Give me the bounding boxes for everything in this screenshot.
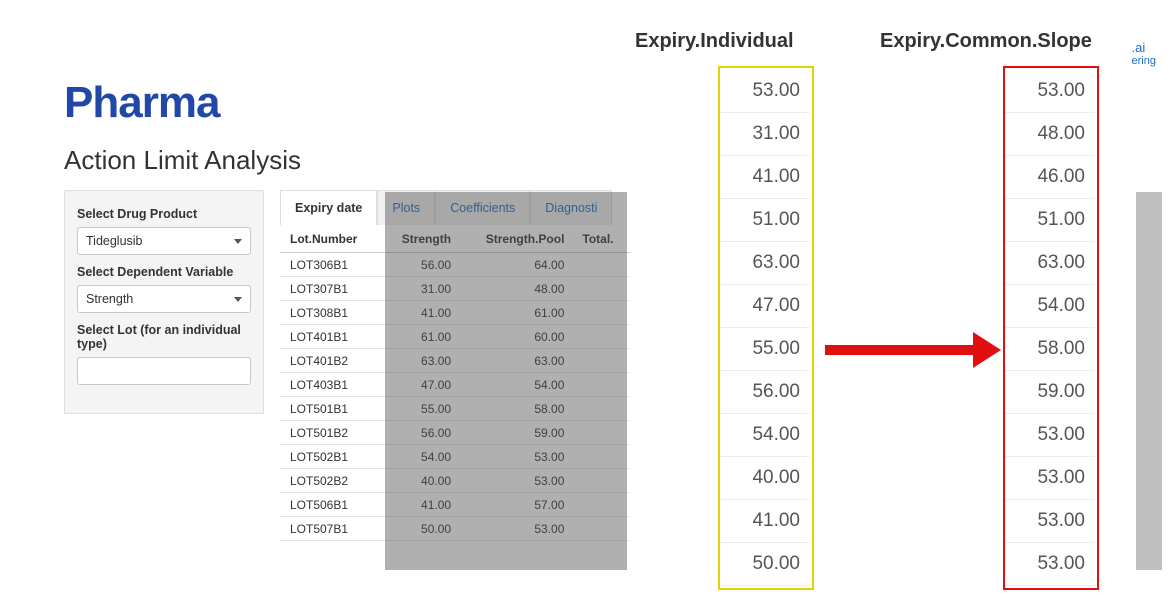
arrow-head-icon xyxy=(973,332,1001,368)
cell-total xyxy=(572,325,630,349)
depvar-select[interactable]: Strength xyxy=(77,285,251,313)
drug-product-value: Tideglusib xyxy=(86,234,143,248)
cell-strength: 40.00 xyxy=(380,469,459,493)
cell-strength-pool: 63.00 xyxy=(459,349,572,373)
chevron-down-icon xyxy=(234,239,242,244)
cell-lot: LOT506B1 xyxy=(280,493,380,517)
tab-coefficients[interactable]: Coefficients xyxy=(435,190,530,225)
chevron-down-icon xyxy=(234,297,242,302)
cell-lot: LOT501B2 xyxy=(280,421,380,445)
table-row: LOT401B263.0063.00 xyxy=(280,349,630,373)
cell-strength-pool: 54.00 xyxy=(459,373,572,397)
cell-lot: LOT401B1 xyxy=(280,325,380,349)
cell-strength: 56.00 xyxy=(380,253,459,277)
header-expiry-common-slope: Expiry.Common.Slope xyxy=(880,30,1092,53)
table-row: LOT502B154.0053.00 xyxy=(280,445,630,469)
result-tabs: Expiry date Plots Coefficients Diagnosti xyxy=(280,190,612,225)
cell-strength-pool: 53.00 xyxy=(459,445,572,469)
highlight-box-individual xyxy=(718,66,814,590)
cell-lot: LOT403B1 xyxy=(280,373,380,397)
cell-total xyxy=(572,301,630,325)
col-lot-number: Lot.Number xyxy=(280,226,380,253)
cell-total xyxy=(572,445,630,469)
col-strength-pool: Strength.Pool xyxy=(459,226,572,253)
expiry-table-wrap: Lot.Number Strength Strength.Pool Total.… xyxy=(280,226,630,541)
depvar-label: Select Dependent Variable xyxy=(77,265,251,279)
cell-total xyxy=(572,493,630,517)
cell-strength-pool: 48.00 xyxy=(459,277,572,301)
cell-strength-pool: 58.00 xyxy=(459,397,572,421)
cell-lot: LOT502B1 xyxy=(280,445,380,469)
tab-diagnostics[interactable]: Diagnosti xyxy=(530,190,612,225)
lot-label: Select Lot (for an individual type) xyxy=(77,323,251,351)
highlight-box-common xyxy=(1003,66,1099,590)
cell-lot: LOT501B1 xyxy=(280,397,380,421)
cell-strength-pool: 57.00 xyxy=(459,493,572,517)
cell-total xyxy=(572,469,630,493)
cell-strength: 54.00 xyxy=(380,445,459,469)
cell-total xyxy=(572,517,630,541)
corner-branding: .ai ering xyxy=(1132,40,1156,67)
cell-strength: 31.00 xyxy=(380,277,459,301)
filter-sidebar: Select Drug Product Tideglusib Select De… xyxy=(64,190,264,414)
cell-strength: 63.00 xyxy=(380,349,459,373)
cell-lot: LOT306B1 xyxy=(280,253,380,277)
drug-product-label: Select Drug Product xyxy=(77,207,251,221)
cell-total xyxy=(572,349,630,373)
cell-total xyxy=(572,421,630,445)
cell-strength-pool: 64.00 xyxy=(459,253,572,277)
cell-total xyxy=(572,373,630,397)
red-arrow xyxy=(825,336,1001,360)
cell-lot: LOT307B1 xyxy=(280,277,380,301)
cell-strength: 41.00 xyxy=(380,493,459,517)
table-row: LOT306B156.0064.00 xyxy=(280,253,630,277)
corner-ai: .ai xyxy=(1132,40,1146,55)
table-row: LOT307B131.0048.00 xyxy=(280,277,630,301)
table-row: LOT506B141.0057.00 xyxy=(280,493,630,517)
depvar-value: Strength xyxy=(86,292,133,306)
cell-lot: LOT502B2 xyxy=(280,469,380,493)
cell-total xyxy=(572,253,630,277)
cell-lot: LOT507B1 xyxy=(280,517,380,541)
brand-title: Pharma xyxy=(64,78,219,128)
expiry-table: Lot.Number Strength Strength.Pool Total.… xyxy=(280,226,630,541)
col-total: Total. xyxy=(572,226,630,253)
drug-product-select[interactable]: Tideglusib xyxy=(77,227,251,255)
cell-total xyxy=(572,277,630,301)
table-row: LOT403B147.0054.00 xyxy=(280,373,630,397)
col-strength: Strength xyxy=(380,226,459,253)
cell-strength-pool: 60.00 xyxy=(459,325,572,349)
cell-strength: 61.00 xyxy=(380,325,459,349)
cell-strength: 55.00 xyxy=(380,397,459,421)
cell-total xyxy=(572,397,630,421)
cell-strength: 47.00 xyxy=(380,373,459,397)
cell-strength: 50.00 xyxy=(380,517,459,541)
corner-ering: ering xyxy=(1132,55,1156,67)
cell-strength: 41.00 xyxy=(380,301,459,325)
cell-strength-pool: 59.00 xyxy=(459,421,572,445)
cell-strength-pool: 61.00 xyxy=(459,301,572,325)
cell-strength: 56.00 xyxy=(380,421,459,445)
table-row: LOT502B240.0053.00 xyxy=(280,469,630,493)
table-row: LOT507B150.0053.00 xyxy=(280,517,630,541)
tab-plots[interactable]: Plots xyxy=(377,190,435,225)
tab-expiry-date[interactable]: Expiry date xyxy=(280,190,377,225)
cell-strength-pool: 53.00 xyxy=(459,469,572,493)
page-subtitle: Action Limit Analysis xyxy=(64,145,301,176)
table-row: LOT501B155.0058.00 xyxy=(280,397,630,421)
table-row: LOT401B161.0060.00 xyxy=(280,325,630,349)
lot-input[interactable] xyxy=(77,357,251,385)
table-row: LOT308B141.0061.00 xyxy=(280,301,630,325)
arrow-line xyxy=(825,345,975,355)
cell-lot: LOT308B1 xyxy=(280,301,380,325)
right-grey-strip xyxy=(1136,192,1162,570)
cell-lot: LOT401B2 xyxy=(280,349,380,373)
header-expiry-individual: Expiry.Individual xyxy=(635,30,794,53)
table-row: LOT501B256.0059.00 xyxy=(280,421,630,445)
cell-strength-pool: 53.00 xyxy=(459,517,572,541)
